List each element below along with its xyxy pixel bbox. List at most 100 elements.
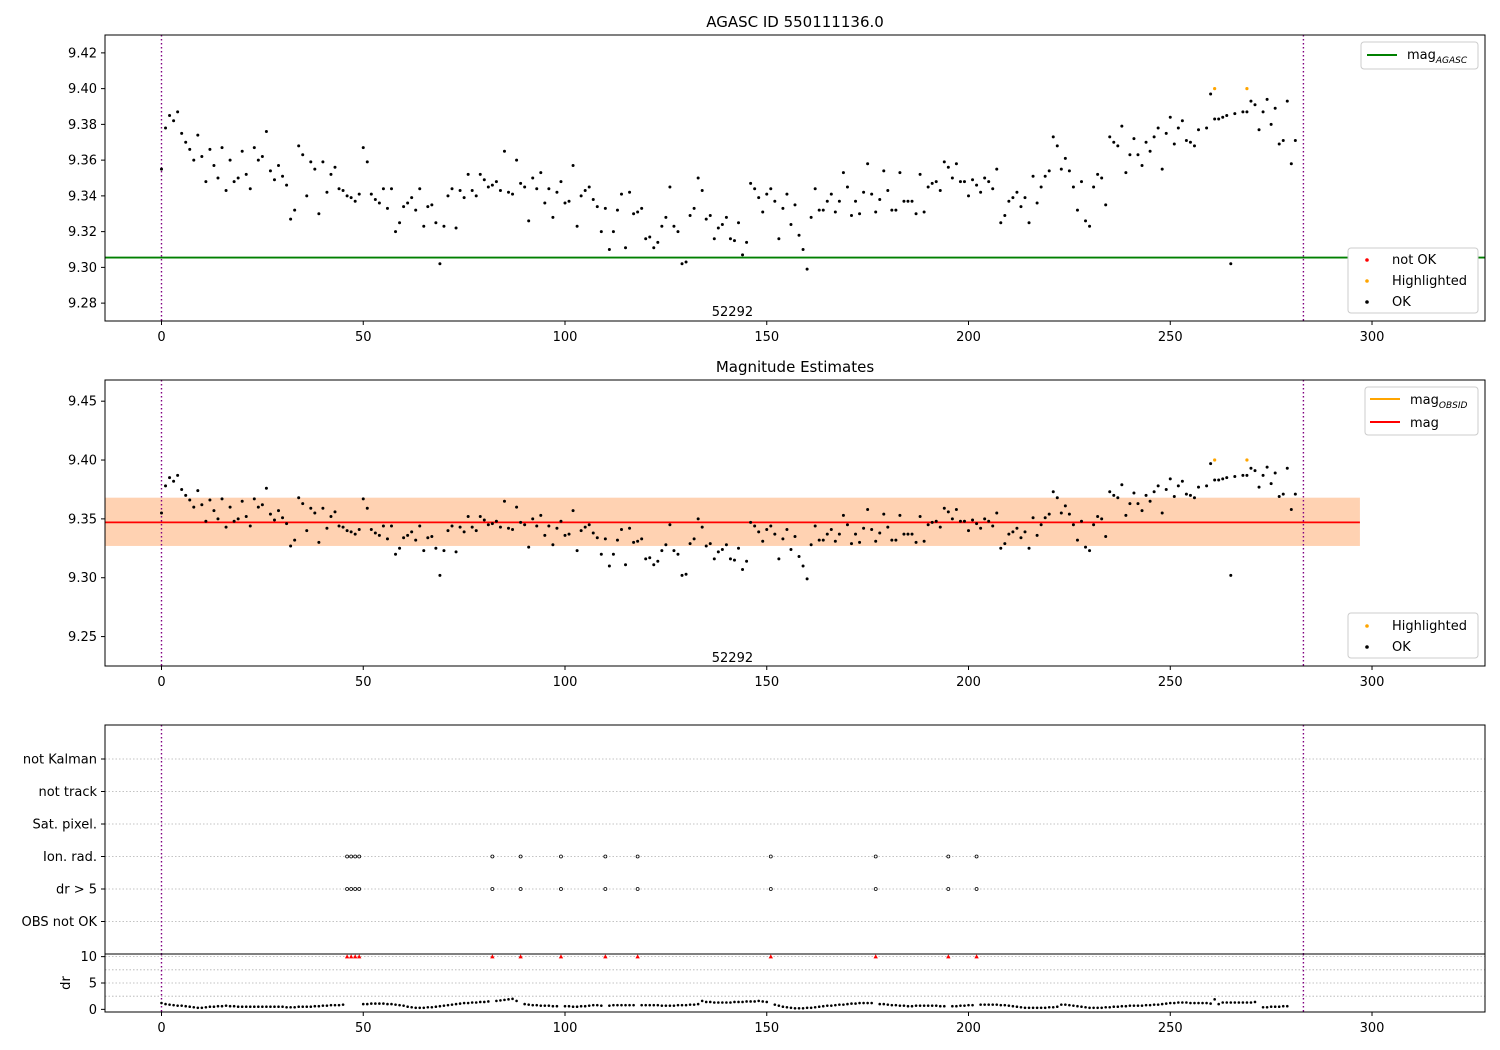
data-point (737, 546, 741, 550)
data-point (898, 513, 902, 517)
data-point (285, 183, 289, 187)
dr-point (523, 1002, 526, 1006)
data-point (1180, 479, 1184, 483)
dr-point (1076, 1004, 1079, 1008)
dr-point (712, 1001, 716, 1004)
flag-marker (946, 854, 951, 859)
data-point (204, 180, 208, 184)
data-point (337, 524, 341, 528)
data-point (1051, 490, 1055, 494)
data-point (216, 517, 220, 521)
data-point (789, 547, 793, 551)
dr-point (232, 1004, 236, 1008)
data-point (256, 158, 260, 162)
dr-point (632, 1003, 635, 1007)
dr-point (616, 1003, 619, 1007)
dr-point (1277, 1005, 1281, 1009)
data-point (878, 197, 882, 201)
dr-point (737, 1000, 740, 1004)
data-point (1229, 262, 1233, 266)
data-point (712, 237, 716, 241)
data-point (805, 577, 809, 581)
data-point (357, 527, 361, 531)
data-point (369, 527, 373, 531)
data-point (1059, 511, 1063, 515)
data-point (753, 524, 757, 528)
dr-point (478, 1000, 482, 1004)
dr-point (805, 1006, 809, 1010)
dr-point (1027, 1006, 1031, 1010)
data-point (1140, 163, 1144, 167)
data-point (983, 517, 987, 521)
data-point (934, 519, 938, 523)
dr-point (370, 1002, 373, 1005)
legend-upper-right: magAGASC (1360, 41, 1479, 70)
data-point (1148, 149, 1152, 153)
data-point (640, 537, 644, 541)
data-point (559, 180, 563, 184)
dr-point (583, 1004, 587, 1008)
data-point (841, 513, 845, 517)
dr-point (886, 1003, 890, 1006)
data-point (462, 530, 466, 534)
flag-marker (357, 854, 362, 859)
data-point (1063, 504, 1067, 508)
data-point (809, 215, 813, 219)
data-point (551, 543, 555, 547)
data-point (264, 486, 268, 490)
dr-point (656, 1003, 660, 1007)
data-point (882, 512, 886, 516)
dr-clipped-marker (558, 954, 564, 959)
data-point (797, 233, 801, 237)
data-point (1188, 493, 1192, 497)
data-point (1100, 517, 1104, 521)
data-point (204, 519, 208, 523)
data-point (502, 499, 506, 503)
data-point (511, 527, 515, 531)
dr-point (700, 999, 704, 1003)
x-tick-label: 200 (956, 1021, 981, 1036)
dr-point (672, 1004, 676, 1007)
dr-point (531, 1003, 535, 1007)
data-point (547, 524, 551, 528)
data-point (535, 524, 539, 528)
data-point (398, 221, 402, 225)
data-point (515, 505, 519, 509)
data-point (894, 208, 898, 212)
data-point (1205, 126, 1209, 130)
data-point (244, 172, 248, 176)
data-point (874, 210, 878, 214)
data-point (244, 515, 248, 519)
dr-point (365, 1002, 369, 1006)
flag-marker (353, 887, 358, 891)
dr-point (458, 1002, 462, 1005)
data-point (406, 533, 410, 537)
data-point (849, 542, 853, 546)
dr-point (1108, 1005, 1112, 1009)
data-point (220, 497, 224, 501)
data-point (858, 540, 862, 544)
dr-point (180, 1004, 183, 1007)
dr-point (797, 1007, 801, 1010)
data-point (321, 160, 325, 164)
data-point (333, 165, 337, 169)
data-point (732, 239, 736, 243)
data-point (212, 509, 216, 513)
data-point (958, 180, 962, 184)
dr-point (1205, 1001, 1208, 1005)
data-point (1015, 190, 1019, 194)
data-point (333, 510, 337, 514)
dr-point (890, 1003, 894, 1007)
data-point (1071, 523, 1075, 527)
data-point (406, 201, 410, 205)
data-point (1128, 502, 1132, 506)
highlighted-point (1245, 458, 1249, 462)
dr-clipped-marker (344, 954, 350, 959)
data-point (583, 525, 587, 529)
data-point (652, 563, 656, 567)
data-point (724, 215, 728, 219)
x-tick-label: 0 (157, 1021, 165, 1036)
dr-point (902, 1004, 906, 1007)
flag-marker (974, 887, 979, 891)
data-point (575, 224, 579, 228)
